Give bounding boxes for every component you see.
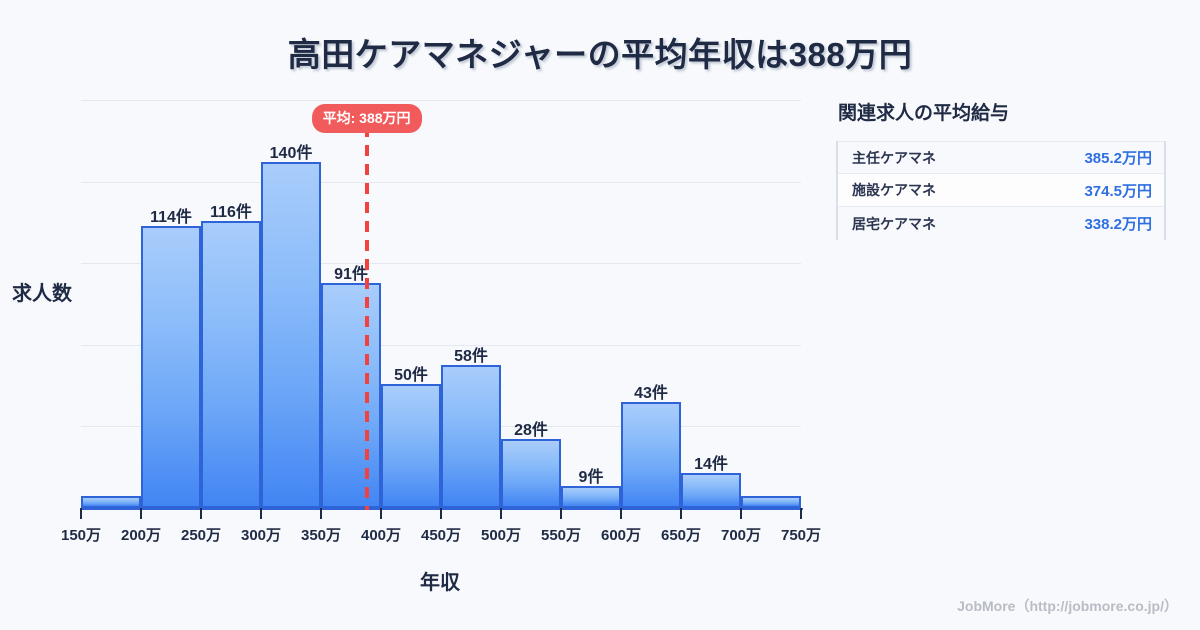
x-axis-tick-label: 150万 [60,527,102,544]
bar-value-label: 91件 [334,265,368,283]
source-credit: JobMore（http://jobmore.co.jp/） [957,598,1178,614]
table-row: 施設ケアマネ 374.5万円 [838,174,1164,207]
x-axis-tick-label: 750万 [780,527,822,544]
x-axis-tick [440,508,442,519]
bar [81,495,141,508]
x-axis-line [81,508,803,510]
bar [381,384,441,508]
x-axis-tick-label: 700万 [720,527,762,544]
x-axis-tick [560,508,562,519]
x-axis-tick [800,508,802,519]
x-axis-tick-label: 400万 [360,527,402,544]
bar-value-label: 114件 [150,209,192,227]
x-axis-tick [380,508,382,519]
x-axis-tick [620,508,622,519]
bar [261,161,321,508]
y-axis-title: 求人数 [12,283,72,305]
x-axis-tick-label: 250万 [180,527,222,544]
x-axis-tick-label: 600万 [600,527,642,544]
x-axis-tick-label: 300万 [240,527,282,544]
x-axis-tick [320,508,322,519]
x-axis-tick-label: 650万 [660,527,702,544]
bar-value-label: 14件 [694,456,728,474]
x-axis-tick [500,508,502,519]
x-axis-tick [140,508,142,519]
related-salary-value: 385.2万円 [1084,150,1152,167]
x-axis-tick [680,508,682,519]
x-axis-tick-label: 200万 [120,527,162,544]
related-salary-value: 374.5万円 [1084,182,1152,200]
related-salary-title: 関連求人の平均給与 [838,103,1010,124]
related-salary-label: 主任ケアマネ [852,149,936,166]
bar-value-label: 58件 [454,347,488,365]
bar-value-label: 28件 [514,421,548,439]
bar [141,226,201,508]
bar [621,401,681,508]
x-axis-title: 年収 [420,572,460,594]
bar [201,221,261,508]
bar [441,364,501,508]
x-axis-tick-label: 350万 [300,527,342,544]
related-salary-value: 338.2万円 [1084,216,1152,233]
x-axis-tick [260,508,262,519]
bar-value-label: 9件 [578,468,604,486]
bar [501,438,561,508]
gridline [81,263,801,265]
page-title: 高田ケアマネジャーの平均年収は388万円 [287,36,913,73]
x-axis-tick [80,508,82,519]
related-salary-label: 居宅ケアマネ [852,215,936,232]
related-salary-label: 施設ケアマネ [852,182,936,198]
average-badge: 平均: 388万円 [311,104,422,133]
related-salary-table: 主任ケアマネ 385.2万円施設ケアマネ 374.5万円居宅ケアマネ 338.2万円 [836,141,1166,240]
x-axis-tick [740,508,742,519]
bar [321,282,381,508]
x-axis-tick [200,508,202,519]
gridline [81,181,801,183]
bar-value-label: 50件 [394,367,428,385]
related-salary-panel: 関連求人の平均給与 主任ケアマネ 385.2万円施設ケアマネ 374.5万円居宅ケア… [836,98,1166,240]
bar-value-label: 140件 [269,144,313,162]
bar-value-label: 116件 [210,204,252,222]
table-row: 主任ケアマネ 385.2万円 [838,141,1164,174]
table-row: 居宅ケアマネ 338.2万円 [838,207,1164,240]
bar [561,485,621,508]
x-axis-tick-label: 500万 [480,527,522,544]
average-line [364,126,369,510]
gridline [81,100,801,101]
gridline [81,344,801,346]
bar-value-label: 43件 [634,384,668,402]
histogram-chart: 114件 116件 140件 91件 50件 58件 28件 9件 43件 14件 150万 200… [12,100,822,594]
x-axis-tick-label: 550万 [540,527,582,544]
bar [741,495,801,508]
x-axis-tick-label: 450万 [420,527,462,544]
bar [681,473,741,508]
